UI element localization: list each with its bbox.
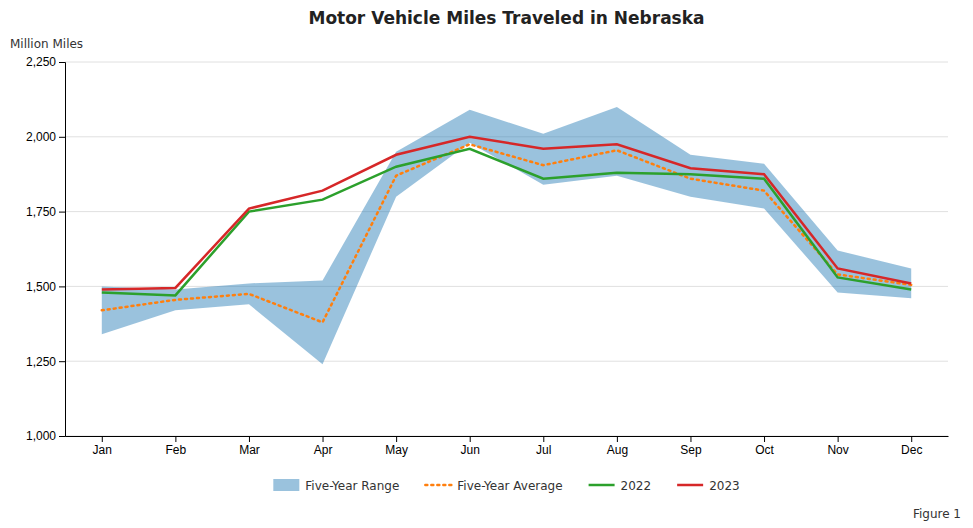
x-tick-label: Jun [461, 443, 480, 457]
grid-line [65, 286, 948, 287]
y-tick-mark [59, 286, 65, 287]
grid-line [65, 62, 948, 63]
chart: Jan Feb Mar Apr May Jun Jul Aug Sep Oct Nov Dec 1,00… [0, 0, 973, 528]
legend-swatch [677, 484, 703, 487]
y-tick-label: 2,250 [26, 55, 56, 69]
x-tick-mark [102, 436, 103, 442]
x-tick: Mar [239, 436, 260, 457]
x-tick: Sep [680, 436, 702, 457]
legend-label: Five-Year Average [457, 479, 562, 493]
legend-swatch [589, 484, 615, 487]
y-axis: 1,000 1,250 1,500 1,750 2,000 2,250 [26, 55, 66, 443]
x-tick: Jun [461, 436, 480, 457]
x-tick: Jul [536, 436, 551, 457]
series-line [102, 137, 911, 290]
marks [102, 107, 911, 364]
legend-label: Five-Year Range [305, 479, 399, 493]
x-tick-mark [249, 436, 250, 442]
x-tick-label: Nov [827, 443, 848, 457]
y-tick: 2,000 [26, 130, 65, 144]
x-tick-mark [323, 436, 324, 442]
legend-swatch [425, 484, 451, 487]
x-tick-label: Dec [901, 443, 922, 457]
legend-swatch [273, 479, 299, 491]
y-tick: 1,000 [26, 429, 65, 443]
plot-area: Jan Feb Mar Apr May Jun Jul Aug Sep Oct Nov Dec 1,00… [26, 55, 949, 456]
x-tick-label: Apr [314, 443, 333, 457]
legend: Five-Year Range Five-Year Average 2022 2023 [273, 479, 739, 493]
legend-label: 2022 [621, 479, 652, 493]
y-tick-mark [59, 212, 65, 213]
x-tick-mark [838, 436, 839, 442]
annotation: Figure 1 [913, 507, 961, 521]
x-tick: May [385, 436, 408, 457]
y-tick-mark [59, 62, 65, 63]
grid [65, 62, 948, 436]
x-tick-mark [911, 436, 912, 442]
x-tick-mark [175, 436, 176, 442]
x-tick-mark [543, 436, 544, 442]
y-axis-label: Million Miles [10, 37, 83, 51]
x-tick-mark [764, 436, 765, 442]
y-tick-mark [59, 436, 65, 437]
y-tick-label: 1,250 [26, 355, 56, 369]
x-tick: Dec [901, 436, 922, 457]
title: Motor Vehicle Miles Traveled in Nebraska [308, 8, 704, 28]
x-tick: Apr [314, 436, 333, 457]
y-tick-label: 1,000 [26, 429, 56, 443]
x-tick-label: Jan [93, 443, 112, 457]
series-line [102, 149, 911, 296]
y-tick-mark [59, 361, 65, 362]
x-tick-label: Mar [239, 443, 260, 457]
x-axis: Jan Feb Mar Apr May Jun Jul Aug Sep Oct Nov Dec [66, 436, 949, 457]
x-tick: Aug [607, 436, 628, 457]
x-tick-mark [690, 436, 691, 442]
grid-line [65, 436, 948, 437]
grid-line [65, 211, 948, 212]
y-tick: 1,250 [26, 355, 65, 369]
y-tick: 1,750 [26, 205, 65, 219]
series-line [102, 144, 911, 322]
y-tick-label: 2,000 [26, 130, 56, 144]
legend-label: 2023 [709, 479, 740, 493]
x-tick-label: Feb [166, 443, 187, 457]
y-tick-label: 1,500 [26, 280, 56, 294]
range-area [102, 107, 911, 364]
x-tick-mark [617, 436, 618, 442]
x-tick: Jan [93, 436, 112, 457]
grid-line [65, 361, 948, 362]
legend-item: Five-Year Average [425, 479, 562, 493]
x-tick-label: Sep [680, 443, 702, 457]
x-tick-mark [396, 436, 397, 442]
x-tick-label: Oct [755, 443, 774, 457]
legend-item: 2023 [677, 479, 740, 493]
legend-item: 2022 [589, 479, 652, 493]
x-tick-label: Aug [607, 443, 628, 457]
legend-item: Five-Year Range [273, 479, 399, 493]
y-axis-line [59, 63, 66, 437]
y-tick-mark [59, 137, 65, 138]
y-tick: 1,500 [26, 280, 65, 294]
x-tick: Nov [827, 436, 848, 457]
x-axis-line [66, 436, 949, 437]
x-tick-label: May [385, 443, 408, 457]
x-tick-label: Jul [536, 443, 551, 457]
y-tick: 2,250 [26, 55, 65, 69]
x-tick-mark [470, 436, 471, 442]
y-tick-label: 1,750 [26, 205, 56, 219]
x-tick: Oct [755, 436, 774, 457]
x-tick: Feb [166, 436, 187, 457]
